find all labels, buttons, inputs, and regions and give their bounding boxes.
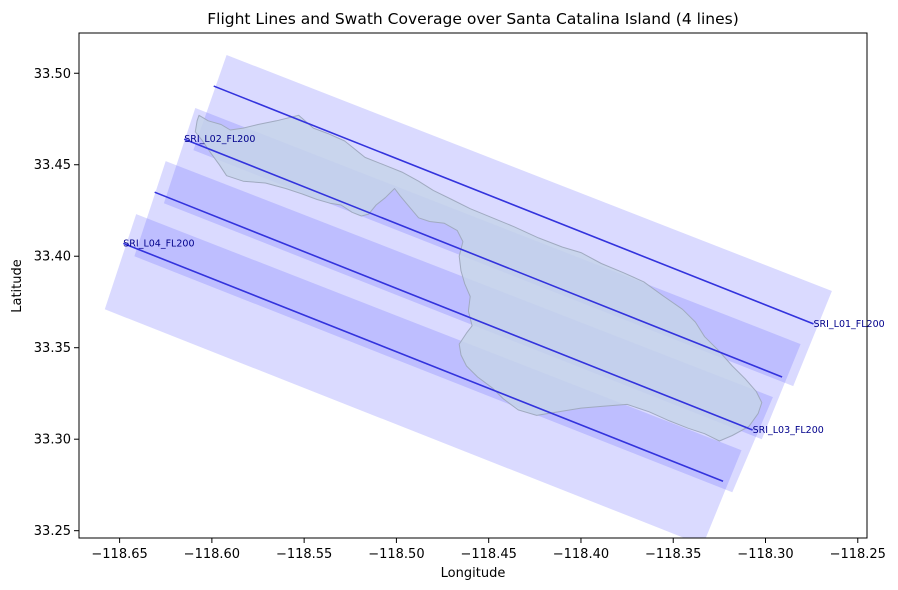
- y-tick-label-4: 33.40: [34, 250, 71, 265]
- x-tick-label-9: −118.25: [830, 547, 886, 562]
- swath-polygon-3: [134, 161, 773, 493]
- flight-line-4: [122, 242, 724, 483]
- x-tick-label-6: −118.40: [553, 547, 609, 562]
- y-tick-label-6: 33.50: [34, 67, 71, 82]
- y-axis: 33.25 33.30 33.35 33.40 33.45 33.50: [34, 67, 79, 539]
- x-tick-label-8: −118.30: [737, 547, 793, 562]
- swath-polygon-4: [104, 214, 742, 538]
- flight-line-3: [154, 191, 753, 431]
- flight-line-label-3: SRI_L03_FL200: [753, 425, 824, 436]
- x-tick-label-5: −118.45: [460, 547, 516, 562]
- plot-frame: [78, 32, 868, 539]
- x-tick-label-4: −118.50: [368, 547, 424, 562]
- y-tick-label-3: 33.35: [34, 341, 71, 356]
- y-tick-label-5: 33.45: [34, 158, 71, 173]
- x-axis: −118.65 −118.60 −118.55 −118.50 −118.45 −118.…: [91, 538, 886, 562]
- x-axis-title: Longitude: [441, 566, 506, 581]
- y-axis-title: Latitude: [10, 259, 25, 313]
- island-outline: [194, 114, 763, 442]
- flight-line-label-2: SRI_L02_FL200: [184, 134, 255, 145]
- flight-line-label-4: SRI_L04_FL200: [123, 238, 194, 249]
- flight-line-2: [183, 138, 783, 378]
- flight-line-1: [213, 85, 814, 325]
- x-tick-label-1: −118.65: [91, 547, 147, 562]
- y-tick-label-1: 33.25: [34, 524, 71, 539]
- y-tick-label-2: 33.30: [34, 433, 71, 448]
- x-tick-label-7: −118.35: [645, 547, 701, 562]
- plot-content: [104, 55, 832, 538]
- x-tick-label-3: −118.55: [276, 547, 332, 562]
- plot-area: SRI_L01_FL200 SRI_L02_FL200 SRI_L03_FL200 S…: [78, 32, 885, 539]
- flight-line-label-1: SRI_L01_FL200: [813, 319, 884, 330]
- chart-title: Flight Lines and Swath Coverage over San…: [207, 10, 739, 28]
- x-tick-label-2: −118.60: [184, 547, 240, 562]
